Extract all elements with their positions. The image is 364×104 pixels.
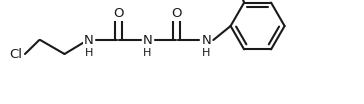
Text: O: O xyxy=(113,7,123,20)
Text: N: N xyxy=(201,33,211,46)
Text: H: H xyxy=(202,48,210,58)
Text: N: N xyxy=(84,33,94,46)
Text: H: H xyxy=(84,48,93,58)
Text: O: O xyxy=(172,7,182,20)
Text: Cl: Cl xyxy=(9,48,23,61)
Text: H: H xyxy=(143,48,152,58)
Text: N: N xyxy=(143,33,153,46)
